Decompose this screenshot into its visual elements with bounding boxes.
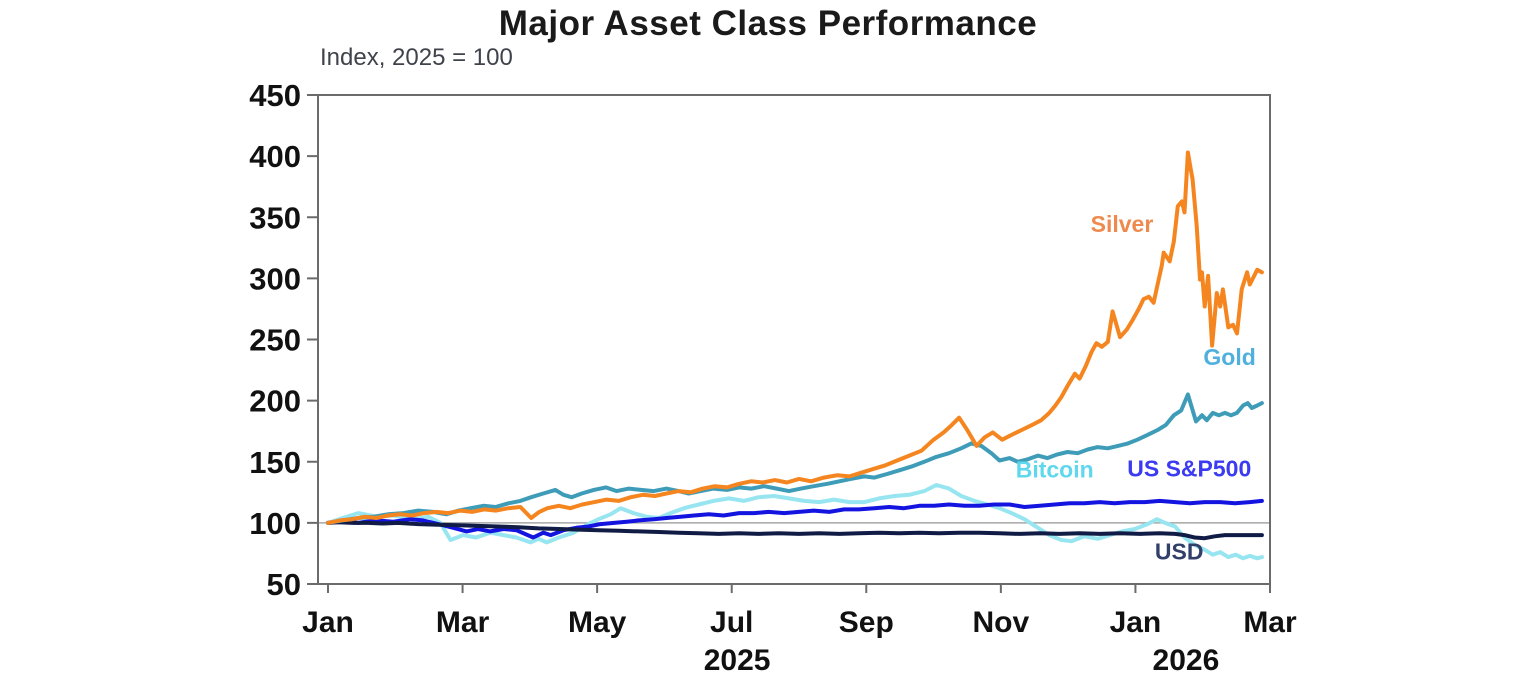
series-line-usd — [326, 520, 1264, 541]
series-label-bitcoin: Bitcoin — [1016, 457, 1094, 483]
chart-subtitle: Index, 2025 = 100 — [320, 44, 513, 71]
x-axis-tick-label: Nov — [973, 606, 1030, 639]
x-axis-tick-label: Jan — [302, 606, 354, 639]
series-line-us-s-p500 — [326, 498, 1264, 540]
y-axis-tick-label: 350 — [249, 200, 301, 235]
x-axis-tick-label: Sep — [839, 606, 894, 639]
x-axis-tick-label: May — [568, 606, 627, 639]
x-axis-year-label: 2025 — [704, 644, 771, 677]
y-axis-tick-label: 200 — [249, 384, 301, 419]
series-label-usd: USD — [1155, 539, 1204, 565]
x-axis-tick-label: Jan — [1110, 606, 1162, 639]
series-label-gold: Gold — [1203, 344, 1255, 370]
series-label-us-s-p500: US S&P500 — [1127, 455, 1251, 481]
series-line-bitcoin — [326, 483, 1264, 561]
chart-title: Major Asset Class Performance — [498, 4, 1038, 43]
x-axis-year-label: 2026 — [1153, 644, 1220, 677]
y-axis-tick-label: 100 — [249, 506, 301, 541]
y-axis-tick-label: 250 — [249, 323, 301, 358]
y-axis-tick-label: 450 — [249, 78, 301, 113]
y-axis-tick-label: 50 — [267, 567, 301, 602]
series-label-silver: Silver — [1091, 211, 1154, 237]
x-axis-tick-label: Jul — [710, 606, 753, 639]
series-line-silver — [326, 150, 1264, 525]
y-axis-tick-label: 300 — [249, 261, 301, 296]
y-axis-tick-label: 150 — [249, 445, 301, 480]
x-axis-tick-label: Mar — [1243, 606, 1297, 639]
series-line-gold — [326, 392, 1264, 525]
y-axis-tick-label: 400 — [249, 139, 301, 174]
x-axis-tick-label: Mar — [436, 606, 490, 639]
